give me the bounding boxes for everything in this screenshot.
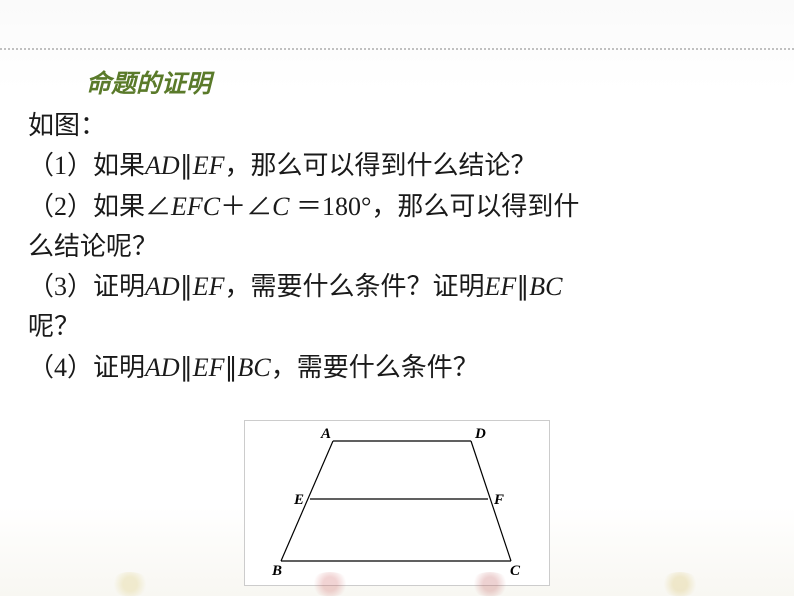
svg-text:C: C bbox=[510, 563, 521, 577]
q2-plus: ＋∠ bbox=[220, 192, 272, 221]
question-2-line1: （2）如果∠EFC＋∠C ＝180°，那么可以得到什 bbox=[28, 187, 766, 227]
q2-efc: EFC bbox=[171, 192, 220, 221]
q4-p2: ∥ bbox=[224, 353, 237, 382]
trapezoid-svg: A D E F B C bbox=[263, 427, 531, 577]
q3-p1: ∥ bbox=[180, 272, 193, 301]
q4-ad: AD bbox=[145, 353, 180, 382]
question-3-line2: 呢？ bbox=[28, 307, 766, 347]
q3-mid: ，需要什么条件？证明 bbox=[224, 272, 484, 301]
decor-1 bbox=[110, 572, 150, 596]
svg-text:D: D bbox=[474, 427, 486, 442]
question-4: （4）证明AD∥EF∥BC，需要什么条件？ bbox=[28, 348, 766, 388]
svg-text:B: B bbox=[271, 563, 282, 577]
q4-p1: ∥ bbox=[180, 353, 193, 382]
decor-2 bbox=[310, 572, 350, 596]
problem-text: 如图： （1）如果AD∥EF，那么可以得到什么结论？ （2）如果∠EFC＋∠C … bbox=[28, 106, 766, 388]
q1-tail: ，那么可以得到什么结论？ bbox=[224, 151, 536, 180]
q4-ef: EF bbox=[193, 353, 225, 382]
svg-text:E: E bbox=[293, 492, 304, 508]
q4-text: （4）证明 bbox=[28, 353, 145, 382]
q3-ef2: EF bbox=[484, 272, 516, 301]
q3-text: （3）证明 bbox=[28, 272, 145, 301]
q1-ef: EF bbox=[193, 151, 225, 180]
figure-container: A D E F B C bbox=[0, 420, 794, 586]
intro-line: 如图： bbox=[28, 106, 766, 146]
q4-bc: BC bbox=[237, 353, 270, 382]
q3-ad: AD bbox=[145, 272, 180, 301]
q1-ad: AD bbox=[145, 151, 180, 180]
q3-ef: EF bbox=[193, 272, 225, 301]
decor-3 bbox=[470, 572, 510, 596]
q2-c: C bbox=[272, 192, 289, 221]
q1-parallel: ∥ bbox=[180, 151, 193, 180]
svg-text:A: A bbox=[320, 427, 331, 442]
q2-tail1: ＝180°，那么可以得到什 bbox=[289, 192, 579, 221]
q2-text: （2）如果∠ bbox=[28, 192, 171, 221]
section-heading: 命题的证明 bbox=[86, 64, 211, 100]
trapezoid-figure: A D E F B C bbox=[244, 420, 550, 586]
q3-p2: ∥ bbox=[516, 272, 529, 301]
q4-tail: ，需要什么条件？ bbox=[271, 353, 479, 382]
question-3-line1: （3）证明AD∥EF，需要什么条件？证明EF∥BC bbox=[28, 267, 766, 307]
q3-bc: BC bbox=[529, 272, 562, 301]
divider-line bbox=[0, 48, 794, 50]
q1-text: （1）如果 bbox=[28, 151, 145, 180]
question-1: （1）如果AD∥EF，那么可以得到什么结论？ bbox=[28, 146, 766, 186]
question-2-line2: 么结论呢？ bbox=[28, 227, 766, 267]
svg-text:F: F bbox=[493, 492, 504, 508]
decor-4 bbox=[660, 572, 700, 596]
